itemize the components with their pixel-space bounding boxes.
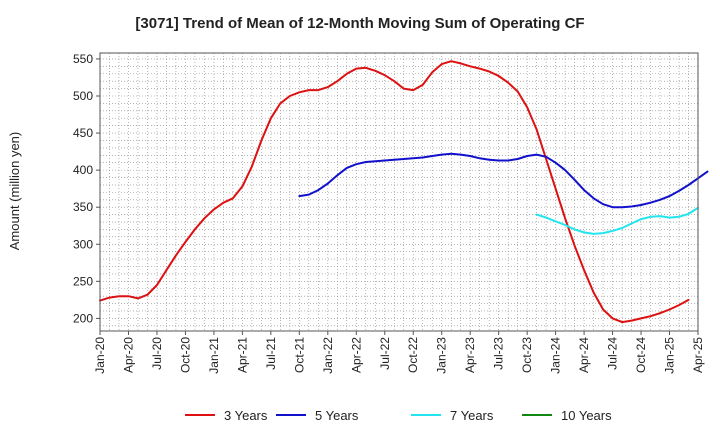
legend-label-10-years: 10 Years: [561, 408, 612, 423]
y-tick-label: 400: [73, 163, 93, 177]
grid-layer: [100, 53, 698, 331]
x-tick-label: Apr-25: [691, 337, 705, 373]
x-tick-label: Oct-22: [406, 337, 420, 373]
series-line-5-years: [298, 152, 709, 209]
legend-label-7-years: 7 Years: [450, 408, 494, 423]
x-tick-label: Jul-21: [264, 337, 278, 370]
y-axis-label: Amount (million yen): [7, 132, 22, 251]
y-tick-labels: 200 250 300 350 400 450 500 550: [73, 52, 100, 325]
series-line-3-years: [99, 60, 690, 324]
y-tick-label: 350: [73, 200, 93, 214]
x-tick-labels: Jan-20 Apr-20 Jul-20 Oct-20 Jan-21 Apr-21 Jul-…: [93, 331, 705, 374]
plot-frame: [99, 52, 699, 332]
x-tick-label: Jul-24: [606, 337, 620, 370]
x-tick-label: Jan-24: [549, 337, 563, 374]
x-tick-label: Jul-20: [150, 337, 164, 370]
x-tick-label: Jan-23: [435, 337, 449, 374]
x-tick-label: Jan-22: [321, 337, 335, 374]
y-tick-label: 550: [73, 52, 93, 66]
y-tick-label: 500: [73, 89, 93, 103]
x-tick-label: Apr-22: [349, 337, 363, 373]
x-tick-label: Apr-20: [121, 337, 135, 373]
x-tick-label: Apr-24: [577, 337, 591, 373]
x-tick-label: Oct-20: [178, 337, 192, 373]
series-line-7-years: [535, 206, 699, 235]
y-tick-label: 300: [73, 237, 93, 251]
y-tick-label: 250: [73, 274, 93, 288]
x-tick-label: Jan-25: [663, 337, 677, 374]
x-tick-label: Jan-21: [207, 337, 221, 374]
x-tick-label: Jan-20: [93, 337, 107, 374]
y-tick-label: 200: [73, 311, 93, 325]
x-tick-label: Oct-24: [634, 337, 648, 373]
x-tick-label: Jul-22: [378, 337, 392, 370]
series-layer: [99, 60, 709, 324]
legend: 3 Years 5 Years 7 Years 10 Years: [185, 408, 612, 423]
x-tick-label: Oct-21: [292, 337, 306, 373]
x-tick-label: Apr-23: [463, 337, 477, 373]
x-tick-label: Jul-23: [492, 337, 506, 370]
y-tick-label: 450: [73, 126, 93, 140]
chart-title: [3071] Trend of Mean of 12-Month Moving …: [135, 15, 584, 32]
x-tick-label: Apr-21: [235, 337, 249, 373]
x-tick-label: Oct-23: [520, 337, 534, 373]
legend-label-5-years: 5 Years: [315, 408, 359, 423]
legend-label-3-years: 3 Years: [224, 408, 268, 423]
